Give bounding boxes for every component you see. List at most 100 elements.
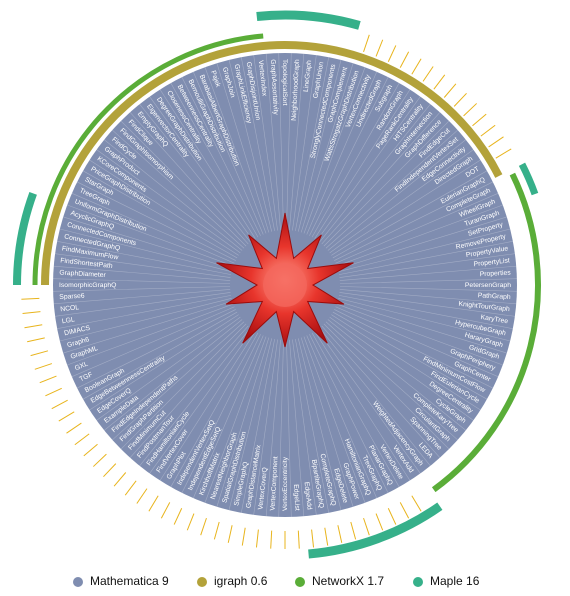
tick (311, 529, 315, 548)
tick (113, 472, 127, 487)
tick (66, 422, 82, 434)
spoke (96, 149, 241, 254)
spoke (120, 323, 247, 450)
function-label: VertexComponent (270, 456, 280, 511)
coverage-arc (13, 191, 37, 286)
tick (324, 527, 329, 546)
tick (148, 495, 159, 512)
spoke (57, 240, 232, 275)
coverage-arc (431, 172, 541, 493)
spoke (334, 309, 493, 389)
spoke (289, 53, 305, 231)
spoke (334, 181, 493, 261)
legend-dot (73, 577, 83, 587)
legend-label: Maple 16 (430, 574, 480, 588)
tick (200, 517, 207, 536)
spoke (338, 240, 513, 275)
spoke (278, 53, 284, 231)
tick (453, 92, 467, 107)
spoke (139, 103, 251, 243)
spoke (240, 57, 275, 232)
tick (399, 502, 410, 519)
spoke (339, 265, 517, 281)
legend-label: Mathematica 9 (90, 574, 169, 588)
tick (363, 34, 370, 53)
spoke (67, 204, 234, 267)
spoke (253, 55, 278, 231)
spoke (149, 96, 254, 241)
spoke (303, 336, 366, 503)
tick (186, 513, 195, 531)
legend-dot (197, 577, 207, 587)
tick (160, 502, 171, 519)
function-label: GraphDiameter (59, 270, 107, 280)
tick (24, 324, 43, 329)
spoke (71, 193, 235, 264)
logo-core (263, 263, 307, 307)
function-label: VertexIndex (257, 60, 268, 97)
function-label: IsomorphicGraphQ (59, 282, 116, 289)
spoke (265, 53, 281, 231)
spoke (57, 295, 232, 330)
tick (411, 58, 422, 75)
spoke (311, 332, 400, 488)
spoke (120, 120, 247, 247)
tick (363, 517, 370, 536)
spoke (67, 303, 234, 366)
spoke (112, 321, 245, 441)
tick (350, 521, 357, 540)
spoke (336, 204, 503, 267)
function-label: EdgeAdd (303, 482, 313, 511)
spoke (53, 278, 231, 284)
spoke (77, 181, 236, 261)
spoke (216, 337, 270, 507)
spoke (159, 89, 256, 239)
tick (103, 463, 117, 478)
spoke (316, 329, 421, 474)
spoke (314, 89, 411, 239)
tick (136, 488, 148, 504)
spoke (181, 334, 261, 493)
spoke (306, 335, 377, 499)
tick (433, 74, 446, 90)
function-label: Sparse6 (59, 293, 85, 301)
spoke (306, 71, 377, 235)
tick (422, 66, 434, 82)
spoke (82, 311, 238, 400)
coverage-arc (41, 41, 503, 286)
spoke (338, 228, 511, 273)
tick (463, 103, 478, 117)
spoke (240, 338, 275, 513)
spoke (149, 329, 254, 474)
spoke (303, 67, 366, 234)
spoke (327, 319, 467, 431)
spoke (292, 55, 317, 231)
spoke (89, 159, 239, 256)
tick (39, 375, 57, 384)
spoke (309, 334, 389, 493)
spoke (321, 112, 441, 245)
spoke (319, 327, 431, 467)
spoke (339, 292, 515, 317)
tick (472, 113, 487, 127)
spoke (204, 336, 267, 503)
spoke (338, 295, 513, 330)
function-label: VertexEccentricity (282, 456, 289, 511)
spoke (335, 306, 499, 377)
spoke (295, 57, 330, 232)
spoke (103, 319, 243, 431)
spoke (63, 216, 233, 270)
spoke (96, 316, 241, 421)
spoke (170, 332, 259, 488)
tick (375, 513, 384, 531)
tick (443, 83, 457, 98)
tick (124, 480, 137, 496)
tick (58, 411, 75, 422)
spoke (103, 139, 243, 251)
spoke (300, 63, 354, 233)
spoke (309, 77, 389, 236)
tick (387, 508, 397, 525)
tick (375, 39, 384, 57)
function-label: GXL (74, 361, 89, 373)
